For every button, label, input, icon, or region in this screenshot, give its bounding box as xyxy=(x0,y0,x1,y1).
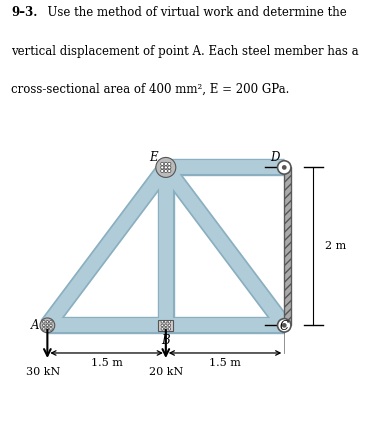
Circle shape xyxy=(164,327,167,330)
Circle shape xyxy=(161,321,163,323)
Circle shape xyxy=(46,324,49,327)
Circle shape xyxy=(282,323,287,328)
Circle shape xyxy=(164,324,167,327)
Text: 1.5 m: 1.5 m xyxy=(209,358,241,368)
Circle shape xyxy=(168,169,171,173)
Circle shape xyxy=(161,162,164,165)
Text: 20 kN: 20 kN xyxy=(149,367,183,377)
Circle shape xyxy=(164,321,167,323)
Circle shape xyxy=(164,162,168,165)
Circle shape xyxy=(277,161,291,174)
Circle shape xyxy=(46,321,49,323)
Circle shape xyxy=(50,324,52,327)
Text: 1.5 m: 1.5 m xyxy=(91,358,122,368)
Text: 9–3.: 9–3. xyxy=(11,6,38,19)
Circle shape xyxy=(277,319,291,332)
Circle shape xyxy=(42,327,45,330)
Circle shape xyxy=(50,327,52,330)
Ellipse shape xyxy=(40,318,55,333)
Ellipse shape xyxy=(156,157,176,177)
Circle shape xyxy=(164,169,168,173)
Text: 30 kN: 30 kN xyxy=(26,367,61,377)
Circle shape xyxy=(161,324,163,327)
Circle shape xyxy=(161,169,164,173)
Circle shape xyxy=(168,166,171,169)
Text: A: A xyxy=(31,319,40,332)
Text: B: B xyxy=(161,334,170,347)
Circle shape xyxy=(42,324,45,327)
Circle shape xyxy=(168,327,171,330)
Circle shape xyxy=(46,327,49,330)
Text: cross-sectional area of 400 mm², E = 200 GPa.: cross-sectional area of 400 mm², E = 200… xyxy=(11,83,290,96)
Bar xyxy=(284,168,291,325)
Text: 2 m: 2 m xyxy=(325,241,346,252)
Circle shape xyxy=(168,321,171,323)
Circle shape xyxy=(50,321,52,323)
Circle shape xyxy=(168,324,171,327)
Bar xyxy=(158,320,173,331)
Circle shape xyxy=(161,166,164,169)
Text: E: E xyxy=(149,151,158,165)
Text: vertical displacement of point A. Each steel member has a: vertical displacement of point A. Each s… xyxy=(11,45,359,58)
Text: C: C xyxy=(280,319,289,333)
Text: D: D xyxy=(270,151,279,165)
Circle shape xyxy=(161,327,163,330)
Circle shape xyxy=(42,321,45,323)
Bar xyxy=(284,168,291,325)
Text: Use the method of virtual work and determine the: Use the method of virtual work and deter… xyxy=(40,6,346,19)
Circle shape xyxy=(282,165,287,170)
Circle shape xyxy=(164,166,168,169)
Circle shape xyxy=(168,162,171,165)
